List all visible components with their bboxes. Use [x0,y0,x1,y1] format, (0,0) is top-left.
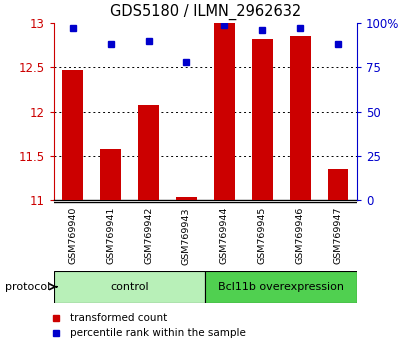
Bar [327,169,348,200]
Bar [54,271,205,303]
Text: GSM769943: GSM769943 [182,207,191,264]
Text: GSM769940: GSM769940 [68,207,77,264]
Bar [176,198,197,200]
Text: GSM769946: GSM769946 [295,207,305,264]
Bar [252,39,273,200]
Bar [290,36,310,200]
Bar [100,149,121,200]
Text: GSM769944: GSM769944 [220,207,229,264]
Text: protocol: protocol [5,282,50,292]
Title: GDS5180 / ILMN_2962632: GDS5180 / ILMN_2962632 [110,4,301,20]
Bar [214,23,235,200]
Text: GSM769941: GSM769941 [106,207,115,264]
Bar [63,70,83,200]
Text: control: control [110,282,149,292]
Legend: transformed count, percentile rank within the sample: transformed count, percentile rank withi… [45,313,246,338]
Text: GSM769947: GSM769947 [334,207,342,264]
Text: Bcl11b overexpression: Bcl11b overexpression [218,282,344,292]
Bar [138,105,159,200]
Bar [205,271,357,303]
Text: GSM769945: GSM769945 [258,207,267,264]
Text: GSM769942: GSM769942 [144,207,153,264]
